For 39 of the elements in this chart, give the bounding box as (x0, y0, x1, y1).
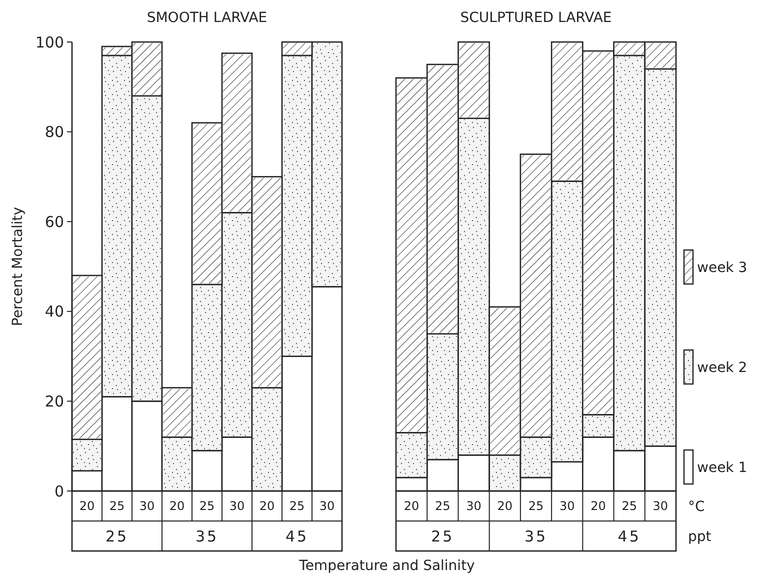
text: 35 (524, 527, 548, 546)
x-tick-label: 20 (497, 499, 513, 514)
y-tick-label: 40 (44, 302, 64, 321)
text: °C (688, 498, 705, 515)
x-tick-label: 25 (199, 499, 215, 514)
x-tick-label: 30 (229, 499, 245, 514)
text: week 3 (697, 260, 748, 276)
y-tick-label: 0 (54, 482, 64, 500)
chart-title: SMOOTH LARVAE (146, 10, 268, 26)
y-tick-label: 20 (44, 392, 64, 410)
x-tick-label: 30 (466, 499, 482, 514)
text: 35 (195, 527, 219, 546)
text: 45 (285, 527, 309, 546)
x-tick-label: 20 (169, 499, 185, 514)
x-axis-title: Temperature and Salinity (298, 558, 475, 574)
series-label: week 2 (697, 360, 748, 376)
y-tick-label: 100 (35, 33, 64, 52)
x-tick-label: 30 (652, 499, 668, 514)
text: 25 (431, 527, 454, 546)
x-tick-label: 25 (435, 499, 450, 514)
x-tick-label: 30 (319, 499, 335, 514)
x-tick-label: 20 (590, 499, 606, 514)
x-tick-label: 25 (109, 499, 125, 514)
x-tick-label: 20 (79, 499, 95, 514)
x-tick-label: 25 (528, 499, 544, 514)
chart-title: SCULPTURED LARVAE (460, 10, 612, 26)
x-tick-label: 30 (139, 499, 155, 514)
y-tick-label: 80 (44, 123, 64, 142)
x-tick-label: 25 (289, 499, 305, 514)
y-axis-title: Percent Mortality (10, 206, 26, 326)
x-tick-label: 25 (622, 499, 637, 514)
text: 45 (618, 527, 641, 546)
x-tick-label: 20 (404, 499, 420, 514)
series-label: week 1 (697, 460, 748, 476)
text: 25 (105, 527, 129, 546)
y-tick-label: 60 (44, 212, 64, 231)
x-tick-label: 30 (559, 499, 575, 514)
text: ppt (688, 528, 712, 545)
x-tick-label: 20 (259, 499, 275, 514)
